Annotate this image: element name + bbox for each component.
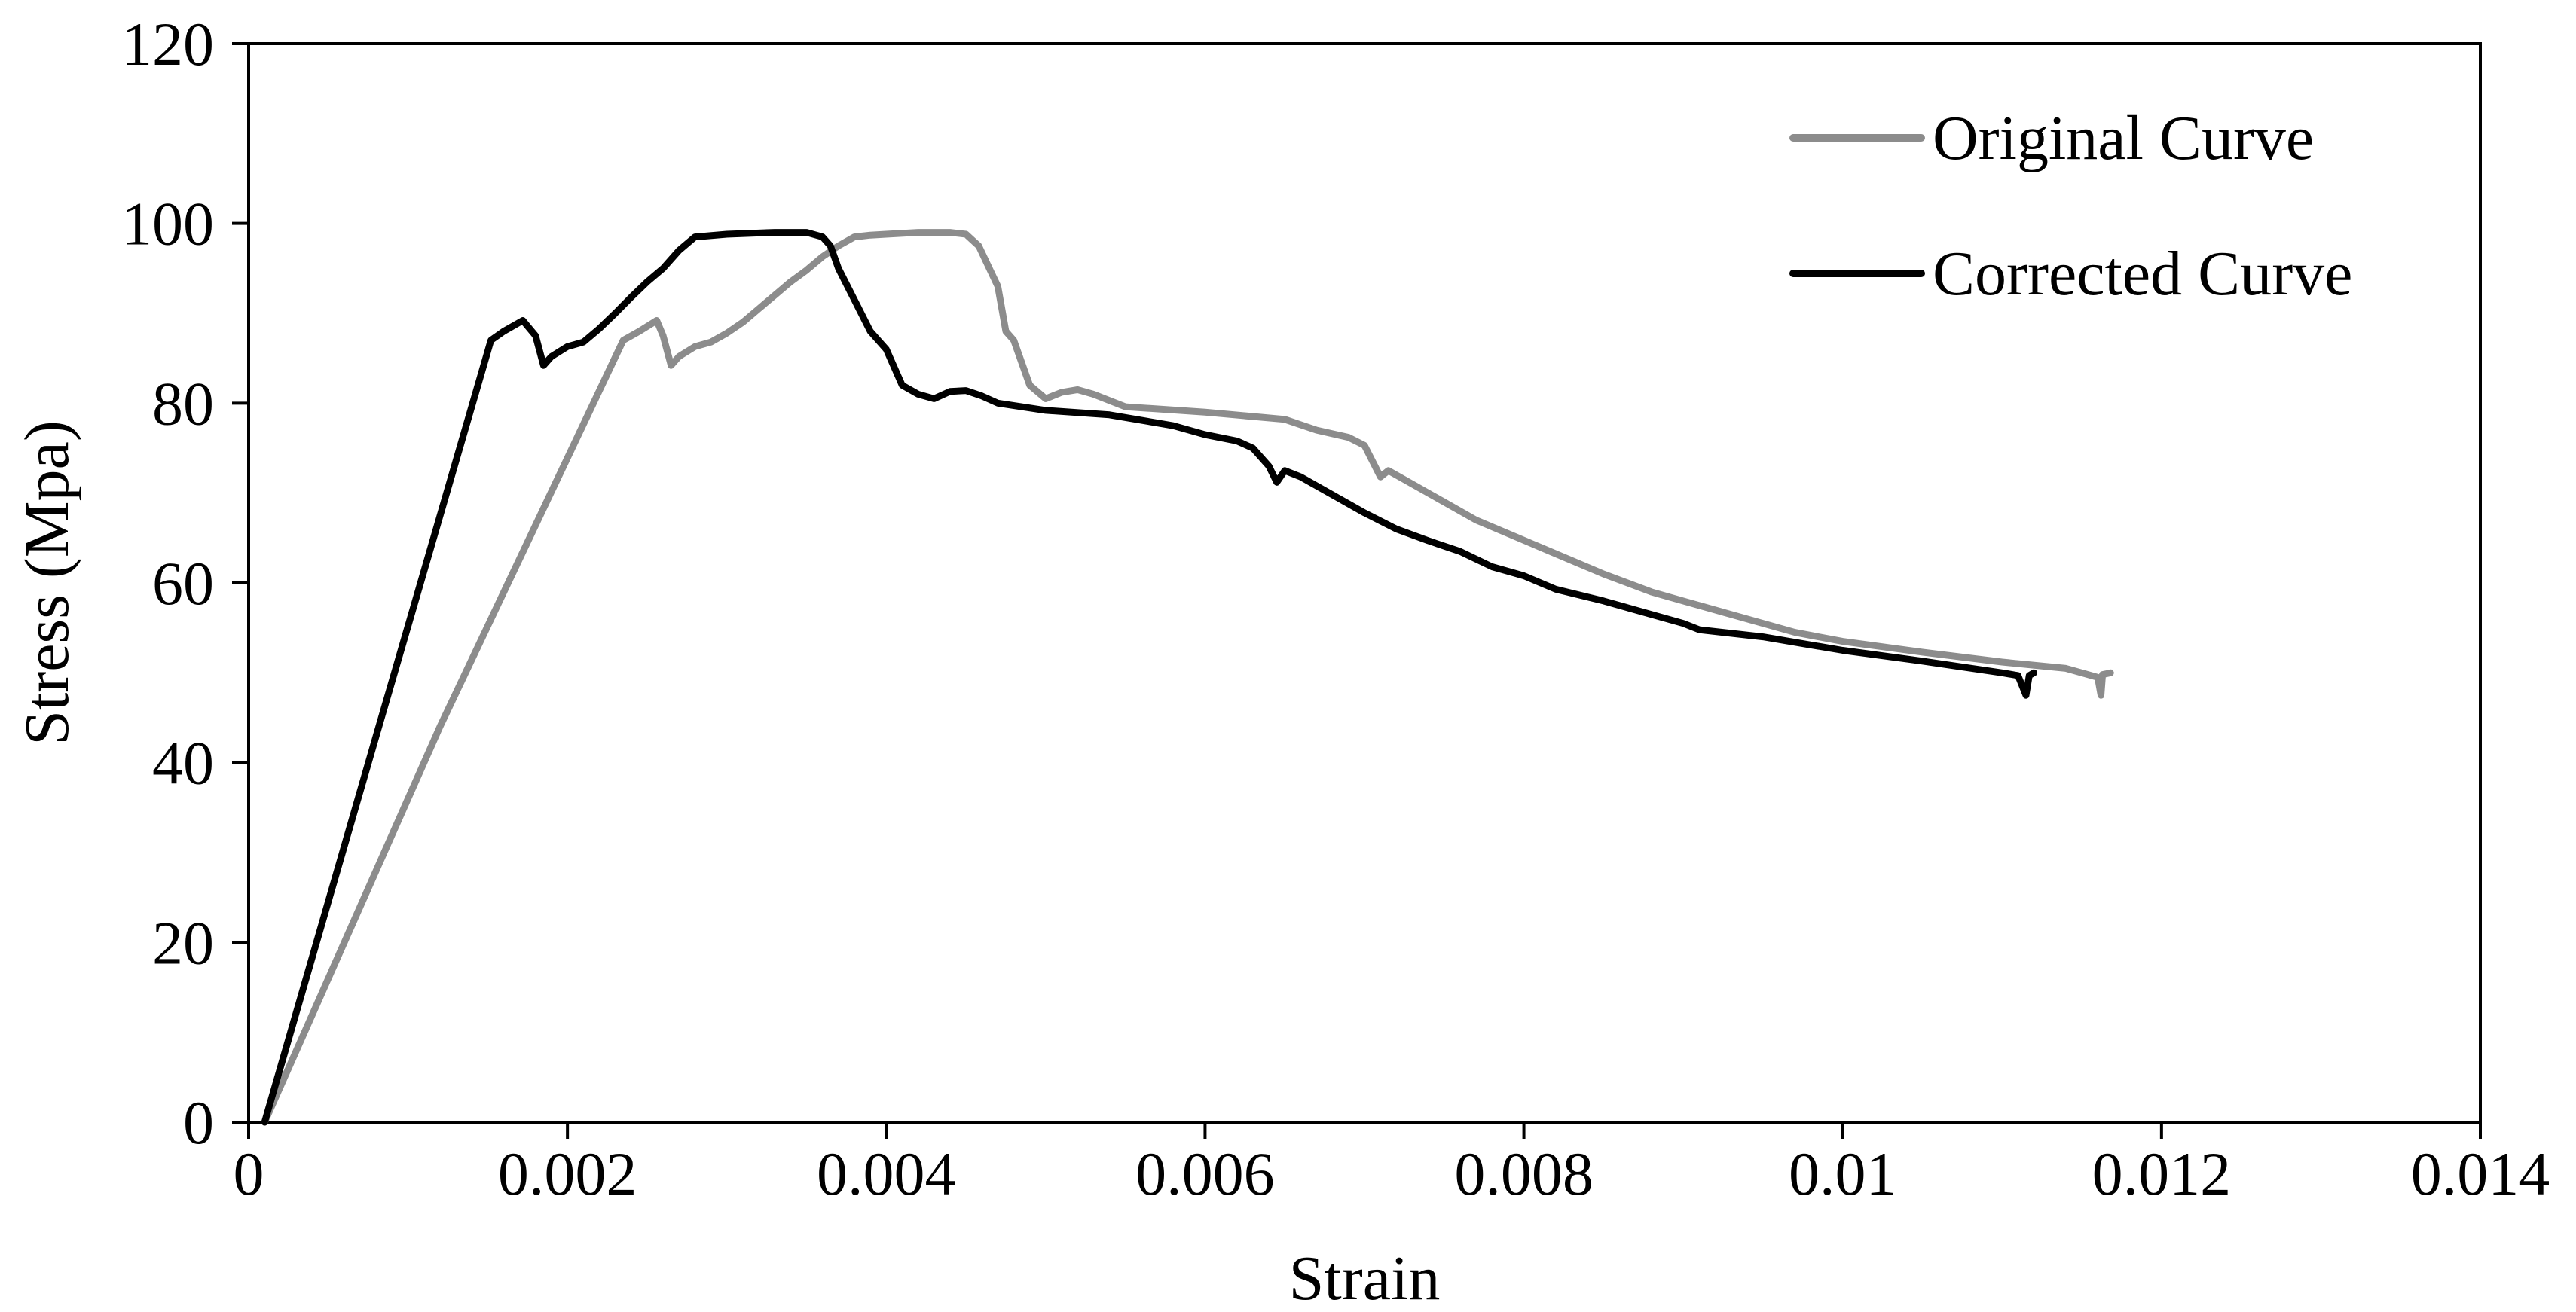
x-axis-title: Strain — [1289, 1243, 1441, 1312]
plot-frame — [247, 42, 2482, 1124]
y-tick-label: 20 — [152, 908, 214, 977]
y-tick-label: 60 — [152, 549, 214, 618]
y-axis-ticks: 0 20 40 60 80 100 120 — [121, 10, 249, 1157]
y-tick-label: 0 — [183, 1088, 214, 1157]
x-tick-label: 0.014 — [2411, 1140, 2550, 1208]
x-tick-label: 0.004 — [817, 1140, 956, 1208]
y-axis-title: Stress (Mpa) — [12, 420, 82, 746]
x-tick-label: 0.008 — [1454, 1140, 1594, 1208]
legend-label: Corrected Curve — [1933, 239, 2352, 309]
series-layer — [261, 229, 2114, 1126]
x-tick-label: 0 — [234, 1140, 264, 1208]
x-tick-label: 0.002 — [498, 1140, 637, 1208]
x-tick-label: 0.01 — [1789, 1140, 1897, 1208]
x-tick-label: 0.006 — [1135, 1140, 1275, 1208]
y-tick-label: 100 — [121, 190, 214, 258]
x-axis-ticks: 0 0.002 0.004 0.006 0.008 0.01 0.012 0.014 — [234, 1122, 2550, 1208]
series-line-corrected-curve — [261, 229, 2038, 1126]
legend-label: Original Curve — [1933, 103, 2314, 173]
y-tick-label: 120 — [121, 10, 214, 78]
y-tick-label: 80 — [152, 369, 214, 438]
series-line-original-curve — [261, 229, 2114, 1126]
x-tick-label: 0.012 — [2092, 1140, 2232, 1208]
legend: Original Curve Corrected Curve — [1789, 103, 2352, 309]
y-tick-label: 40 — [152, 729, 214, 798]
